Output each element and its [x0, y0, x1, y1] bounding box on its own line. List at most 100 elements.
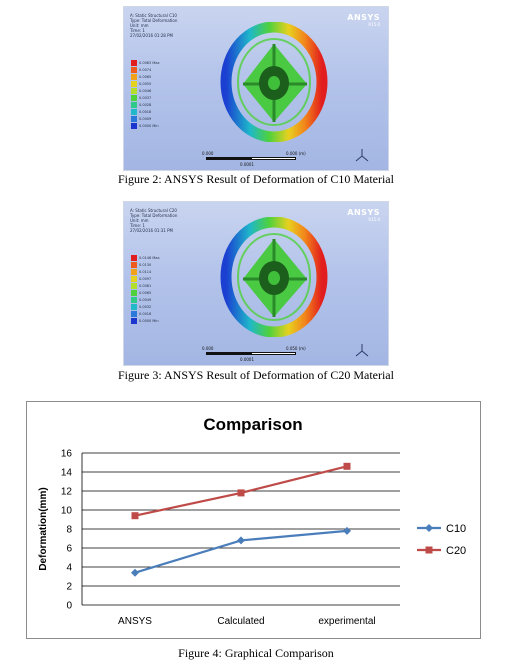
c20-legend-swatch	[131, 261, 137, 268]
c10-legend-label: 0.0074	[139, 67, 152, 72]
c20-legend-label: 0.0016	[139, 311, 152, 316]
comparison-chart-frame: Comparison 0 2 4 6 8 10 12 14 16 ANSYS Calculated ex…	[26, 401, 481, 639]
data-point-c20	[237, 489, 245, 497]
y-tick-label: 8	[66, 525, 72, 536]
c20-legend-entry: 0.0146 Max	[131, 254, 167, 261]
c20-legend-entry: 0.0081	[131, 282, 167, 289]
legend-label-c20: C20	[446, 545, 466, 557]
wheel-model-c10	[220, 22, 328, 142]
c20-legend-swatch	[131, 268, 137, 275]
c10-legend-entry: 0.0037	[131, 94, 167, 101]
c10-legend-entry: 0.0028	[131, 101, 167, 108]
scale-bar-c20	[206, 352, 296, 355]
c20-legend-swatch	[131, 296, 137, 303]
c10-legend-label: 0.0037	[139, 95, 152, 100]
c20-legend-entry: 0.0065	[131, 289, 167, 296]
c10-legend-label: 0.0000 Min	[139, 123, 159, 128]
c10-legend-swatch	[131, 87, 137, 94]
c20-legend-swatch	[131, 317, 137, 324]
c10-legend-label: 0.0055	[139, 81, 152, 86]
x-tick-label: ANSYS	[118, 616, 152, 627]
data-point-c20	[343, 462, 351, 470]
c20-legend-entry: 0.0097	[131, 275, 167, 282]
c10-legend-label: 0.0046	[139, 88, 152, 93]
figure-3-caption: Figure 3: ANSYS Result of Deformation of…	[118, 368, 394, 382]
c10-legend-entry: 0.0046	[131, 87, 167, 94]
c20-legend-swatch	[131, 282, 137, 289]
c20-legend-label: 0.0114	[139, 269, 152, 274]
c10-legend-entry: 0.0009	[131, 115, 167, 122]
ansys-logo-text: ANSYS	[347, 13, 380, 22]
legend-label-c10: C10	[446, 523, 466, 535]
wheel-model-c20	[220, 217, 328, 337]
c20-legend-swatch	[131, 275, 137, 282]
ansys-logo-text: ANSYS	[347, 208, 380, 217]
y-tick-label: 10	[61, 506, 73, 517]
c10-legend-label: 0.0018	[139, 109, 152, 114]
c20-legend-swatch	[131, 303, 137, 310]
c10-legend-swatch	[131, 115, 137, 122]
c20-legend-swatch	[131, 310, 137, 317]
scale-label-left-c20: 0.000	[202, 346, 214, 351]
y-tick-label: 0	[66, 601, 72, 612]
y-tick-label: 16	[61, 449, 73, 460]
scale-label-mid-c10: 0.0001	[240, 162, 254, 167]
c20-legend-swatch	[131, 289, 137, 296]
x-tick-label: experimental	[318, 616, 375, 627]
c20-legend-entry: 0.0000 Min	[131, 317, 167, 324]
c10-legend-swatch	[131, 73, 137, 80]
legend-marker-c20	[425, 546, 433, 554]
c20-legend-entry: 0.0049	[131, 296, 167, 303]
c20-legend-label: 0.0130	[139, 262, 152, 267]
ansys-header-c10: A: Static Structural C10 Type: Total Def…	[130, 13, 178, 38]
ansys-logo: ANSYS R15.0	[347, 13, 380, 27]
data-point-c10	[237, 536, 245, 545]
data-point-c10	[343, 526, 351, 535]
c10-legend-label: 0.0028	[139, 102, 152, 107]
deformation-legend-c20: 0.0146 Max 0.0130 0.0114 0.0097 0.0081 0.0065…	[131, 254, 167, 324]
ansys-logo-version: R15.0	[368, 22, 380, 27]
y-tick-label: 6	[66, 544, 72, 555]
c10-legend-swatch	[131, 122, 137, 129]
c10-legend-swatch	[131, 94, 137, 101]
triad-icon	[355, 149, 369, 162]
c20-legend-label: 0.0049	[139, 297, 152, 302]
scale-label-mid-c20: 0.0001	[240, 357, 254, 362]
y-tick-label: 4	[66, 563, 72, 574]
c10-legend-entry: 0.0000 Min	[131, 122, 167, 129]
c10-legend-entry: 0.0055	[131, 80, 167, 87]
c10-legend-swatch	[131, 66, 137, 73]
c10-legend-swatch	[131, 80, 137, 87]
figure-4-caption: Figure 4: Graphical Comparison	[178, 646, 334, 660]
x-tick-label: Calculated	[217, 616, 264, 627]
c20-legend-swatch	[131, 254, 137, 261]
scale-label-right-c20: 0.050 (m)	[286, 346, 306, 351]
figure-2-caption: Figure 2: ANSYS Result of Deformation of…	[118, 172, 394, 186]
chart-title: Comparison	[203, 415, 302, 434]
c20-legend-entry: 0.0130	[131, 261, 167, 268]
ansys-screenshot-c20: A: Static Structural C20 Type: Total Def…	[123, 201, 389, 366]
c20-legend-entry: 0.0016	[131, 310, 167, 317]
c10-legend-label: 0.0083 Max	[139, 60, 160, 65]
c20-legend-label: 0.0097	[139, 276, 152, 281]
ansys-logo: ANSYS R15.0	[347, 208, 380, 222]
c10-legend-entry: 0.0065	[131, 73, 167, 80]
scale-label-right-c10: 0.000 (m)	[286, 151, 306, 156]
scale-bar-c10	[206, 157, 296, 160]
c20-legend-label: 0.0081	[139, 283, 152, 288]
c20-legend-label: 0.0000 Min	[139, 318, 159, 323]
ansys-header-c20: A: Static Structural C20 Type: Total Def…	[130, 208, 178, 233]
triad-icon	[355, 344, 369, 357]
c10-legend-entry: 0.0018	[131, 108, 167, 115]
comparison-chart: Comparison 0 2 4 6 8 10 12 14 16 ANSYS Calculated ex…	[38, 415, 466, 627]
y-axis-label: Deformation(mm)	[38, 487, 49, 570]
y-tick-label: 14	[61, 468, 73, 479]
c20-legend-label: 0.0146 Max	[139, 255, 160, 260]
data-point-c10	[131, 568, 139, 577]
deformation-legend-c10: 0.0083 Max 0.0074 0.0065 0.0055 0.0046 0.0037…	[131, 59, 167, 129]
c10-legend-label: 0.0065	[139, 74, 152, 79]
c20-legend-entry: 0.0114	[131, 268, 167, 275]
legend-marker-c10	[425, 524, 433, 532]
c10-legend-swatch	[131, 108, 137, 115]
c20-legend-entry: 0.0032	[131, 303, 167, 310]
